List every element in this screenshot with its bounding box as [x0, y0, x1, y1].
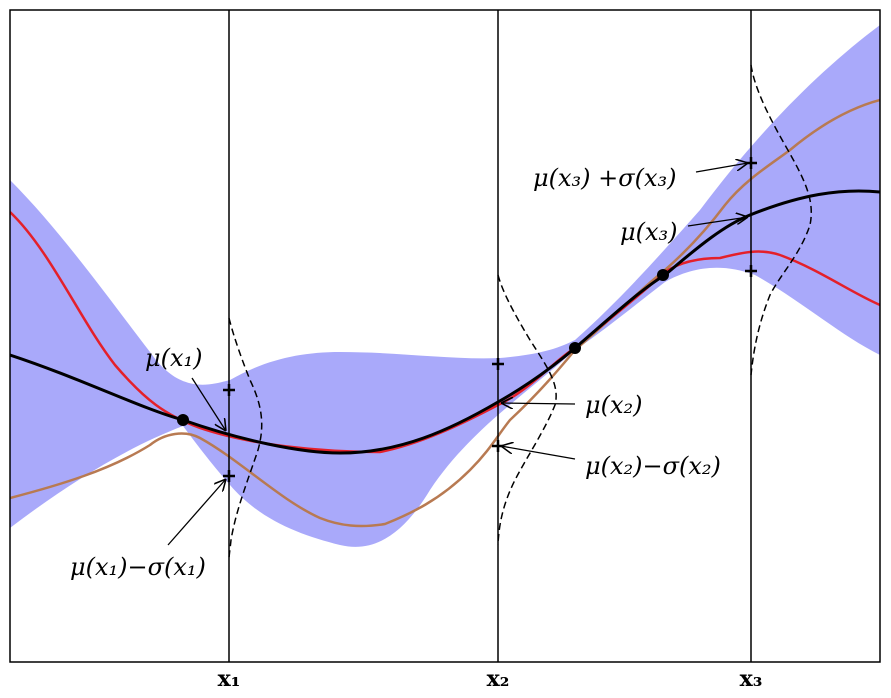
- confidence-band: [10, 25, 880, 547]
- tick-label-x2: x₂: [487, 666, 510, 692]
- plot-frame: [9, 9, 881, 663]
- x2-gaussian-density: [497, 274, 557, 546]
- arrow-mu-x2: [501, 403, 576, 404]
- observation-point: [177, 414, 189, 426]
- label-mu-x2: μ(x₂): [585, 391, 642, 419]
- x3-gaussian-density: [750, 64, 812, 376]
- label-mu-x3: μ(x₃): [620, 218, 677, 246]
- arrow-mu-plus-sigma-x3: [695, 163, 748, 173]
- arrow-mu-minus-sigma-x1: [167, 479, 226, 546]
- observation-point: [657, 269, 669, 281]
- x1-gaussian-density: [228, 317, 263, 561]
- label-mu-minus-sigma-x1: μ(x₁)−σ(x₁): [70, 553, 206, 581]
- label-mu-plus-sigma-x3: μ(x₃) +σ(x₃): [533, 164, 676, 192]
- arrow-mu-x3: [687, 217, 748, 227]
- arrow-mu-x1: [191, 377, 226, 431]
- brown-sample-curve: [10, 98, 880, 528]
- observation-point: [569, 342, 581, 354]
- label-mu-minus-sigma-x2: μ(x₂)−σ(x₂): [585, 452, 721, 480]
- tick-label-x1: x₁: [218, 666, 241, 692]
- label-mu-x1: μ(x₁): [145, 344, 202, 372]
- plus-markers: [223, 157, 757, 482]
- tick-label-x3: x₃: [740, 666, 763, 692]
- arrow-mu-minus-sigma-x2: [501, 446, 576, 460]
